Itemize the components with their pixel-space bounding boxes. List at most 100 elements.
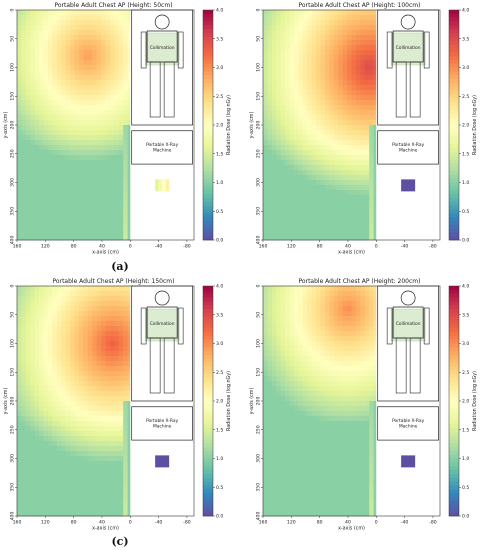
heatmap-cell [61,220,67,226]
heatmap-cell [34,311,40,317]
heatmap-cell [21,115,27,121]
heatmap-cell [316,471,321,477]
heatmap-cell [65,476,71,482]
heatmap-cell [293,466,299,472]
heatmap-cell [43,10,49,16]
heatmap-cell [47,120,53,126]
heatmap-cell [47,446,53,452]
heatmap-cell [329,40,335,46]
heatmap-cell [324,30,330,36]
colorbar-segment [449,48,459,53]
heatmap-cell [338,451,344,457]
heatmap-cell [34,321,40,327]
heatmap-cell [263,311,268,317]
heatmap-cell [83,471,89,477]
heatmap-cell [364,100,370,106]
heatmap-cell [127,140,133,146]
heatmap-cell [83,286,89,292]
heatmap-cell [263,10,268,16]
heatmap-cell [263,366,268,372]
heatmap-cell [47,10,53,16]
colorbar-tick-label: 0.5 [462,209,469,215]
heatmap-cell [114,471,120,477]
heatmap-cell [61,511,67,517]
person-box [377,9,439,126]
heatmap-cell [17,326,22,332]
heatmap-cell [373,220,379,226]
heatmap-cell [43,120,49,126]
heatmap-cell [369,321,375,327]
heatmap-cell [123,511,129,517]
heatmap-cell [307,60,313,66]
heatmap-cell [114,85,120,91]
heatmap-cell [369,386,375,392]
heatmap-cell [307,456,313,462]
heatmap-cell [83,100,89,106]
heatmap-cell [114,215,120,221]
heatmap-cell [127,60,133,66]
heatmap-cell [307,426,313,432]
heatmap-cell [30,421,36,427]
heatmap-cell [21,441,27,447]
heatmap-cell [70,501,75,507]
heatmap-cell [17,25,22,31]
heatmap-cell [92,20,98,26]
heatmap-cell [351,451,357,457]
heatmap-cell [285,155,290,161]
heatmap-cell [316,220,321,226]
heatmap-cell [52,175,58,181]
heatmap-cell [351,406,357,412]
heatmap-cell [92,501,98,507]
heatmap-cell [30,371,36,377]
heatmap-cell [276,195,282,201]
heatmap-cell [302,95,308,101]
heatmap-cell [280,376,286,382]
heatmap-cell [267,20,273,26]
x-tick-label: 80 [317,244,323,250]
colorbar-segment [203,489,213,494]
heatmap-cell [52,135,58,141]
heatmap-cell [276,451,282,457]
heatmap-cell [364,45,370,51]
heatmap-cell [92,371,98,377]
heatmap-cell [30,331,36,337]
heatmap-cell [316,155,321,161]
heatmap-cell [118,296,124,302]
heatmap-cell [92,225,98,231]
heatmap-cell [105,296,111,302]
heatmap-cell [39,401,44,407]
heatmap-cell [87,321,93,327]
heatmap-cell [373,366,379,372]
heatmap-cell [360,376,366,382]
heatmap-cell [280,306,286,312]
heatmap-cell [25,301,31,307]
heatmap-cell [342,30,348,36]
heatmap-cell [311,316,317,322]
heatmap-cell [127,35,133,41]
heatmap-cell [65,481,71,487]
heatmap-cell [333,80,339,86]
heatmap-cell [114,381,120,387]
heatmap-cell [123,150,129,156]
heatmap-cell [123,436,129,442]
heatmap-cell [271,30,277,36]
colorbar-segment [203,102,213,107]
heatmap-cell [61,25,67,31]
heatmap-cell [324,391,330,397]
heatmap-cell [17,471,22,477]
heatmap-cell [74,30,80,36]
heatmap-cell [17,476,22,482]
heatmap-cell [298,411,304,417]
heatmap-cell [21,110,27,116]
y-tick-label: 150 [10,92,16,101]
heatmap-cell [351,376,357,382]
heatmap-cell [21,351,27,357]
colorbar-segment [203,44,213,49]
heatmap-cell [373,306,379,312]
heatmap-cell [263,326,268,332]
heatmap-cell [96,486,102,492]
heatmap-cell [39,100,44,106]
heatmap-cell [105,225,111,231]
heatmap-cell [373,135,379,141]
heatmap-cell [74,90,80,96]
